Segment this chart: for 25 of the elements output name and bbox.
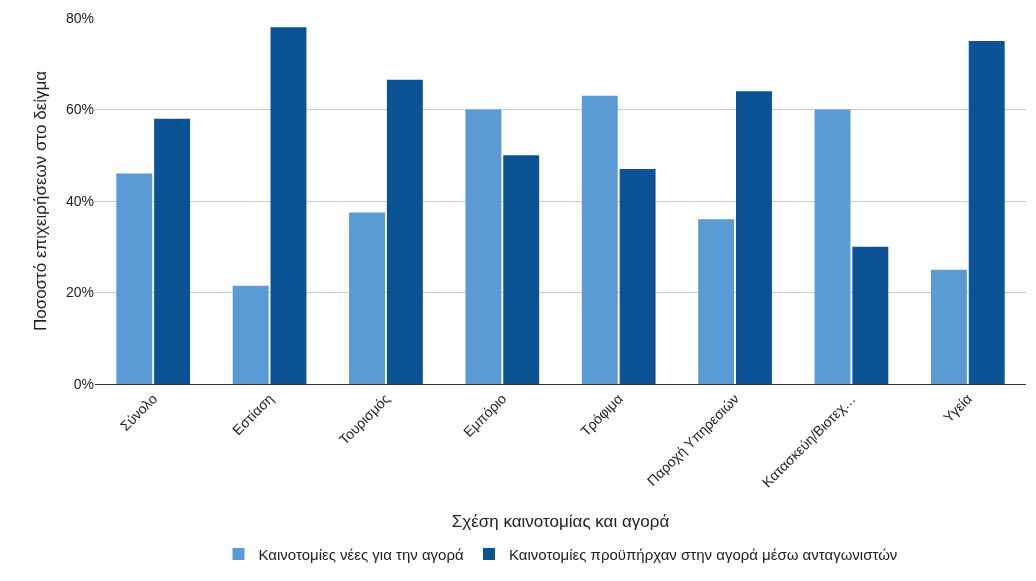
y-tick-label: 60% <box>65 101 94 118</box>
bar <box>465 109 502 384</box>
legend-label: Καινοτομίες νέες για την αγορά <box>258 545 464 563</box>
bar <box>386 79 423 384</box>
bar <box>814 109 851 384</box>
bar <box>116 173 153 384</box>
x-axis-title: Σχέση καινοτομίας και αγορά <box>451 511 670 531</box>
bar <box>232 285 269 384</box>
bar <box>154 118 191 384</box>
bar <box>698 219 735 384</box>
y-axis-title: Ποσοστό επιχειρήσεων στο δείγμα <box>30 70 50 332</box>
legend-label: Καινοτομίες προϋπήρχαν στην αγορά μέσω ανταγωνιστών <box>508 545 898 563</box>
bar <box>349 212 385 384</box>
bar <box>581 95 618 384</box>
bar <box>930 269 967 384</box>
bar <box>619 168 656 384</box>
y-tick-label: 80% <box>65 9 94 26</box>
y-tick-label: 20% <box>65 284 94 301</box>
bar <box>270 27 307 384</box>
bar <box>968 40 1005 384</box>
bar <box>852 246 889 384</box>
y-tick-label: 0% <box>73 375 94 392</box>
y-tick-label: 40% <box>65 192 94 209</box>
bar <box>736 91 772 384</box>
bar <box>503 155 540 384</box>
